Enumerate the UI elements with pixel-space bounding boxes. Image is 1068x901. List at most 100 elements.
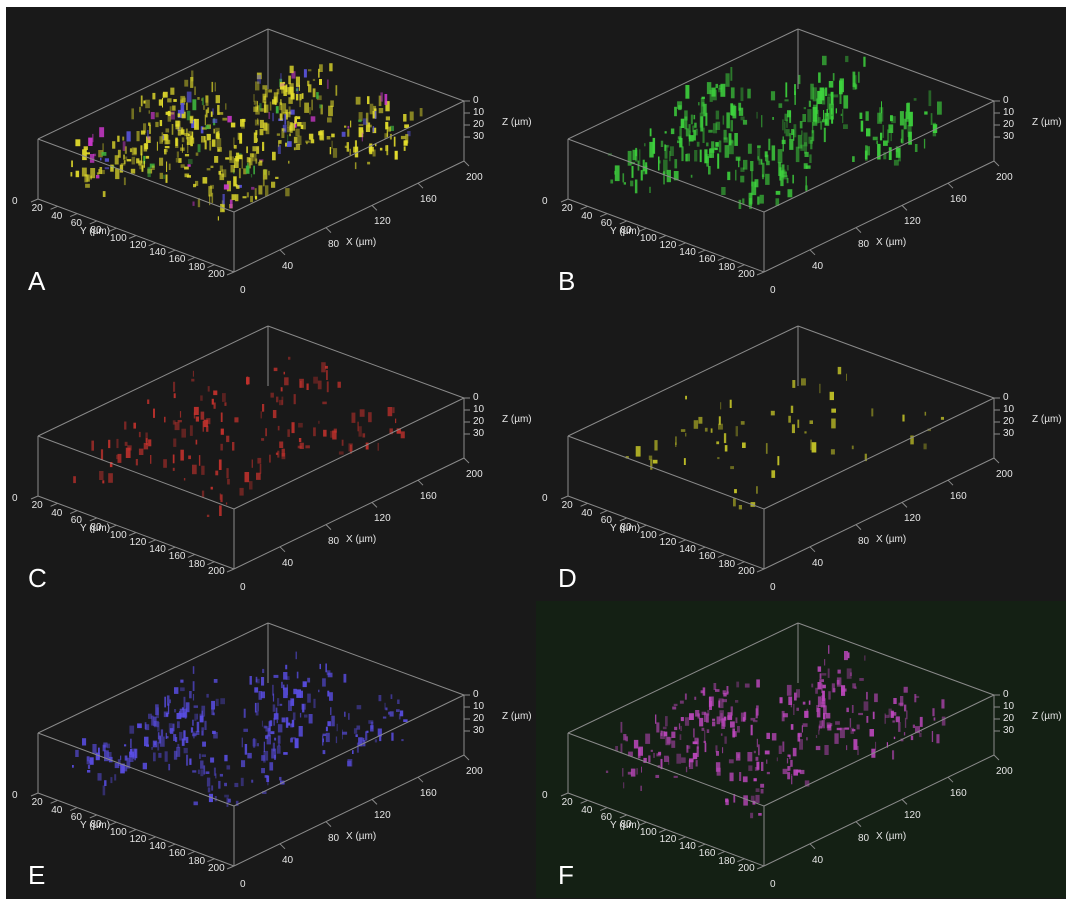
signal-speck xyxy=(877,143,881,160)
y-tick-label: 120 xyxy=(659,833,677,845)
signal-speck xyxy=(686,745,691,749)
signal-speck xyxy=(154,741,156,746)
y-tick-label: 60 xyxy=(600,811,612,823)
signal-speck xyxy=(218,459,222,470)
signal-speck xyxy=(379,735,382,742)
x-tick-mark xyxy=(947,479,954,486)
signal-speck xyxy=(787,766,791,771)
signal-speck xyxy=(117,759,121,766)
signal-speck xyxy=(859,678,864,681)
signal-speck xyxy=(771,145,776,161)
signal-speck xyxy=(174,709,177,713)
signal-speck xyxy=(237,132,242,140)
signal-speck xyxy=(923,443,927,450)
signal-speck xyxy=(322,678,326,687)
signal-speck xyxy=(107,743,110,749)
signal-speck xyxy=(142,762,147,770)
signal-speck xyxy=(662,726,667,730)
signal-speck xyxy=(213,767,216,776)
signal-speck xyxy=(748,192,753,206)
y-tick-label: 200 xyxy=(738,269,755,280)
signal-speck xyxy=(206,418,211,425)
signal-speck xyxy=(172,467,175,471)
signal-speck xyxy=(181,137,185,143)
signal-speck xyxy=(235,156,239,161)
signal-speck xyxy=(791,776,793,785)
signal-speck xyxy=(723,693,727,697)
signal-speck xyxy=(695,128,698,136)
signal-speck xyxy=(712,718,716,721)
signal-speck xyxy=(676,753,682,764)
y-tick-label: 0 xyxy=(542,196,548,207)
signal-speck xyxy=(369,103,374,115)
signal-speck xyxy=(246,157,251,163)
signal-speck xyxy=(280,73,282,82)
signal-speck xyxy=(672,706,677,710)
signal-speck xyxy=(152,92,156,100)
signal-speck xyxy=(192,694,195,701)
signal-speck xyxy=(195,152,199,156)
signal-speck xyxy=(100,157,102,161)
signal-speck xyxy=(201,465,205,475)
signal-speck xyxy=(801,130,803,136)
signal-speck xyxy=(261,768,265,774)
signal-speck xyxy=(367,161,371,165)
signal-speck xyxy=(641,766,642,773)
y-tick-mark xyxy=(168,546,176,551)
signal-speck xyxy=(710,428,713,433)
signal-speck xyxy=(715,142,719,147)
signal-speck xyxy=(188,455,191,460)
signal-speck xyxy=(354,146,359,158)
signal-speck xyxy=(239,487,244,496)
signal-speck xyxy=(131,156,136,165)
signal-speck xyxy=(389,711,394,717)
signal-speck xyxy=(893,736,896,740)
signal-speck xyxy=(850,672,852,676)
signal-speck xyxy=(842,109,844,124)
y-tick-label: 20 xyxy=(31,797,43,809)
y-tick-label: 80 xyxy=(90,225,102,237)
signal-speck xyxy=(846,668,852,679)
signal-speck xyxy=(254,188,257,198)
signal-speck xyxy=(356,742,359,753)
signal-speck xyxy=(281,396,284,405)
signal-speck xyxy=(812,120,818,126)
signal-speck xyxy=(236,185,240,189)
signal-speck xyxy=(673,171,679,181)
signal-speck xyxy=(224,754,228,762)
signal-speck xyxy=(795,146,800,163)
signal-speck xyxy=(678,723,681,730)
signal-speck xyxy=(836,727,842,731)
signal-speck xyxy=(700,690,705,694)
signal-speck xyxy=(674,726,678,731)
signal-speck xyxy=(202,741,206,747)
signal-speck xyxy=(233,176,237,187)
signal-speck xyxy=(212,730,216,734)
signal-speck xyxy=(327,117,332,123)
signal-speck xyxy=(389,428,393,435)
signal-speck xyxy=(396,428,401,434)
signal-speck xyxy=(138,160,142,166)
y-tick-mark xyxy=(128,532,137,536)
y-tick-label: 20 xyxy=(561,203,573,215)
signal-speck xyxy=(172,454,175,464)
signal-speck xyxy=(145,724,150,731)
signal-speck xyxy=(699,717,704,727)
signal-speck xyxy=(304,714,308,718)
signal-speck xyxy=(820,701,826,705)
signal-speck xyxy=(263,750,269,761)
y-tick-mark xyxy=(678,539,686,544)
signal-speck xyxy=(173,99,177,102)
signal-speck xyxy=(122,136,125,141)
signal-speck xyxy=(193,705,198,708)
signal-speck xyxy=(907,124,912,138)
signal-speck xyxy=(243,728,248,732)
axis-title: Z (µm) xyxy=(502,711,532,722)
signal-speck xyxy=(784,113,788,122)
signal-speck xyxy=(226,435,230,443)
signal-speck xyxy=(157,732,160,740)
signal-speck xyxy=(226,468,229,479)
x-tick-label: 40 xyxy=(282,854,294,866)
signal-speck xyxy=(356,725,361,730)
signal-speck xyxy=(390,694,393,699)
